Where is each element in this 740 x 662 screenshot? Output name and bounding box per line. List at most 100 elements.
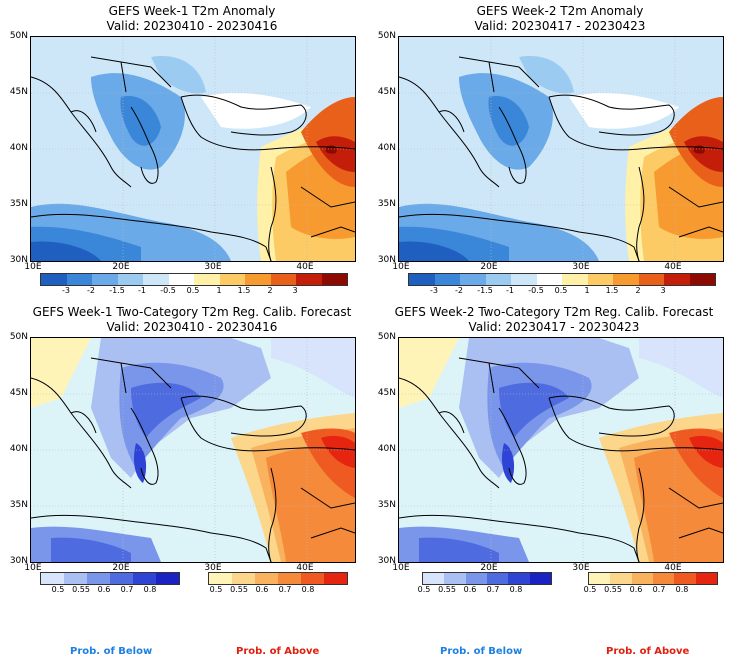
colorbar-tick: 0.7 <box>652 585 666 594</box>
colorbar-tick: 0.7 <box>120 585 134 594</box>
colorbar-swatch <box>610 573 632 584</box>
lon-label: 20E <box>480 262 498 272</box>
colorbar-tick: -3 <box>62 286 70 295</box>
colorbar-tick: -2 <box>87 286 95 295</box>
colorbar-swatch <box>460 274 486 285</box>
panel-valid-date: Valid: 20230417 - 20230423 <box>468 320 640 334</box>
colorbar-tick: 0.6 <box>629 585 643 594</box>
colorbar-tick: -1.5 <box>477 286 493 295</box>
colorbar-tick: 2 <box>635 286 641 295</box>
colorbar-tick: 1.5 <box>237 286 251 295</box>
lat-label: 45N <box>377 87 396 97</box>
colorbar-swatch <box>444 573 466 584</box>
anomaly-colorbar <box>40 273 348 286</box>
colorbar-swatch <box>209 573 232 584</box>
lon-label: 20E <box>112 563 130 573</box>
lat-label: 35N <box>377 199 396 209</box>
probability-map <box>398 337 724 563</box>
lat-label: 45N <box>9 87 28 97</box>
colorbar-tick: 0.6 <box>463 585 477 594</box>
colorbar-tick: 0.5 <box>417 585 431 594</box>
colorbar-swatch <box>508 573 530 584</box>
colorbar-tick: -1 <box>506 286 514 295</box>
prob-above-label: Prob. of Above <box>236 646 320 657</box>
colorbar-swatch <box>219 274 245 285</box>
colorbar-swatch <box>465 573 487 584</box>
colorbar-swatch <box>156 573 179 584</box>
colorbar-swatch <box>631 573 653 584</box>
colorbar-swatch <box>301 573 324 584</box>
lat-label: 45N <box>377 388 396 398</box>
lon-label: 40E <box>664 262 682 272</box>
colorbar-swatch <box>536 274 562 285</box>
colorbar-swatch <box>133 573 156 584</box>
probability-map-graphic <box>399 338 723 562</box>
colorbar-tick: 0.55 <box>230 585 248 594</box>
lon-label: 20E <box>112 262 130 272</box>
panel-valid-date: Valid: 20230417 - 20230423 <box>474 19 646 33</box>
lat-label: 30N <box>377 255 396 265</box>
panel-title: GEFS Week-2 Two-Category T2m Reg. Calib.… <box>394 305 714 319</box>
lon-label: 30E <box>572 563 590 573</box>
colorbar-swatch <box>423 573 445 584</box>
colorbar-swatch <box>613 274 639 285</box>
lat-label: 40N <box>9 143 28 153</box>
colorbar-swatch <box>321 274 347 285</box>
lon-label: 30E <box>572 262 590 272</box>
colorbar-swatch <box>695 573 717 584</box>
colorbar-swatch <box>652 573 675 584</box>
colorbar-swatch <box>255 573 278 584</box>
lat-label: 50N <box>377 31 396 41</box>
lat-label: 40N <box>377 143 396 153</box>
anomaly-map <box>30 36 356 262</box>
colorbar-swatch <box>278 573 301 584</box>
colorbar-tick: -1 <box>138 286 146 295</box>
colorbar-swatch <box>117 274 143 285</box>
lat-label: 35N <box>377 500 396 510</box>
colorbar-tick: 3 <box>292 286 298 295</box>
colorbar-swatch <box>168 274 194 285</box>
colorbar-tick: 0.7 <box>278 585 292 594</box>
colorbar-swatch <box>41 573 64 584</box>
colorbar-tick: 0.5 <box>186 286 200 295</box>
prob-below-label: Prob. of Below <box>70 646 153 657</box>
colorbar-swatch <box>194 274 220 285</box>
colorbar-swatch <box>589 573 611 584</box>
prob-below-label: Prob. of Below <box>440 646 523 657</box>
colorbar-tick: 2 <box>267 286 273 295</box>
colorbar-swatch <box>674 573 696 584</box>
colorbar-swatch <box>529 573 551 584</box>
colorbar-tick: 0.8 <box>143 585 157 594</box>
prob-above-colorbar <box>208 572 348 585</box>
colorbar-swatch <box>664 274 690 285</box>
colorbar-tick: 0.7 <box>486 585 500 594</box>
panel-valid-date: Valid: 20230410 - 20230416 <box>106 19 278 33</box>
lat-label: 40N <box>377 444 396 454</box>
colorbar-swatch <box>409 274 435 285</box>
panel-title: GEFS Week-2 T2m Anomaly <box>476 4 644 18</box>
lon-label: 40E <box>296 563 314 573</box>
lon-label: 10E <box>24 563 42 573</box>
colorbar-tick: 0.5 <box>51 585 65 594</box>
colorbar-swatch <box>87 573 110 584</box>
probability-map <box>30 337 356 563</box>
colorbar-tick: 0.55 <box>438 585 456 594</box>
colorbar-swatch <box>511 274 537 285</box>
colorbar-tick: 0.5 <box>583 585 597 594</box>
lon-label: 10E <box>24 262 42 272</box>
lon-label: 40E <box>296 262 314 272</box>
lat-label: 35N <box>9 500 28 510</box>
panel-title: GEFS Week-1 T2m Anomaly <box>108 4 276 18</box>
colorbar-tick: 0.5 <box>554 286 568 295</box>
colorbar-tick: 0.55 <box>604 585 622 594</box>
lat-label: 30N <box>377 556 396 566</box>
colorbar-swatch <box>143 274 169 285</box>
lat-label: 30N <box>9 255 28 265</box>
anomaly-map-graphic <box>399 37 723 261</box>
colorbar-tick: 0.55 <box>72 585 90 594</box>
colorbar-swatch <box>689 274 715 285</box>
colorbar-tick: 0.8 <box>675 585 689 594</box>
colorbar-tick: 0.5 <box>209 585 223 594</box>
colorbar-swatch <box>324 573 347 584</box>
lon-label: 10E <box>392 262 410 272</box>
